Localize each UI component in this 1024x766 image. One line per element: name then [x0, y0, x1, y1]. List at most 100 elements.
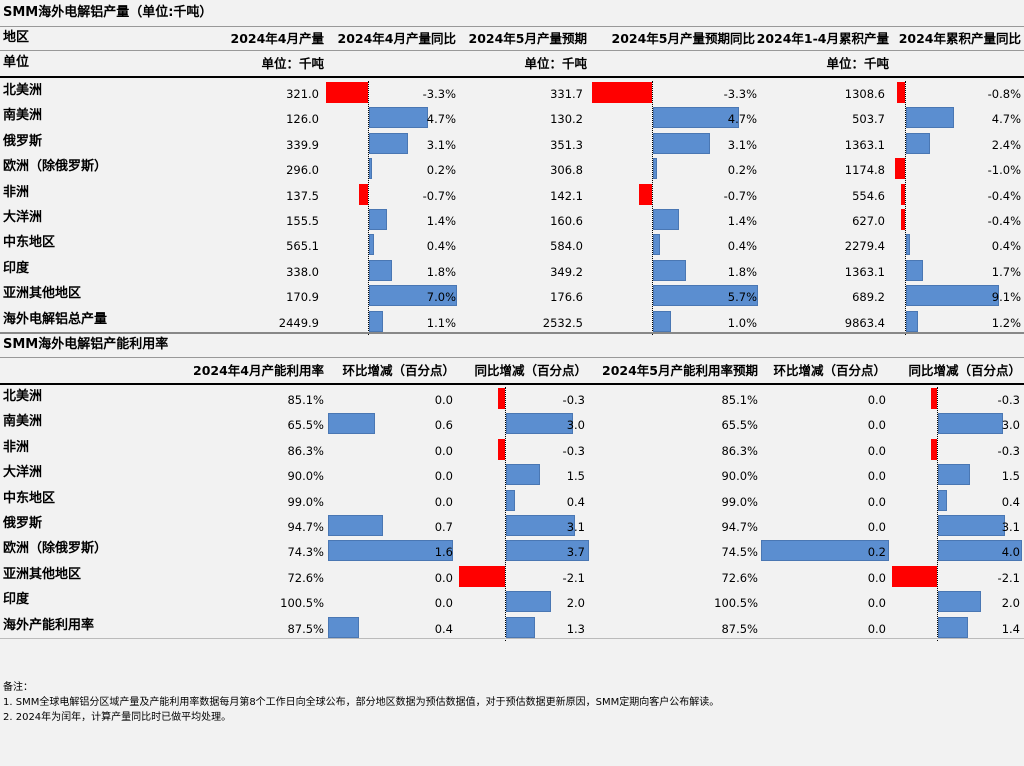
apr-yoy-bar: [459, 565, 505, 587]
note-1: 1. SMM全球电解铝分区域产量及产能利用率数据每月第8个工作日向全球公布，部分…: [3, 697, 720, 708]
may-mom: 0.0: [867, 520, 886, 534]
apr-yoy: 1.4%: [426, 214, 456, 228]
table-row: 北美洲 321.0 -3.3% 331.7 -3.3% 1308.6 -0.8%: [0, 81, 1024, 106]
region-label: 南美洲: [3, 414, 43, 430]
col-may-mom: 环比增减（百分点）: [773, 363, 886, 378]
may-forecast: 351.3: [550, 137, 583, 152]
may-forecast: 331.7: [550, 87, 583, 101]
col-may-yoy: 2024年5月产量预期同比: [611, 31, 756, 46]
may-util: 74.5%: [721, 545, 758, 560]
apr-yoy: -3.3%: [422, 87, 456, 101]
cum-yoy-bar: [900, 209, 905, 230]
may-yoy-axis: [937, 387, 938, 641]
col-may-yoy-pp: 同比增减（百分点）: [908, 363, 1021, 378]
cum-yoy: -0.4%: [987, 214, 1021, 228]
col-may-forecast: 2024年5月产量预期: [468, 31, 588, 46]
divider: [0, 26, 1024, 27]
col-cum-output: 2024年1-4月累积产量: [756, 31, 889, 46]
may-yoy-bar: [938, 540, 1022, 562]
may-yoy: 4.0: [1001, 545, 1020, 560]
apr-util: 100.5%: [280, 596, 324, 611]
apr-axis: [368, 81, 369, 335]
apr-util: 85.1%: [287, 393, 324, 407]
apr-util: 94.7%: [287, 520, 324, 534]
table-row: 亚洲其他地区 170.9 7.0% 176.6 5.7% 689.2 9.1%: [0, 284, 1024, 309]
table-row: 中东地区 565.1 0.4% 584.0 0.4% 2279.4 0.4%: [0, 233, 1024, 258]
may-yoy-bar: [930, 388, 937, 409]
table-row: 非洲 137.5 -0.7% 142.1 -0.7% 554.6 -0.4%: [0, 183, 1024, 208]
col-may-util: 2024年5月产能利用率预期: [602, 363, 758, 378]
apr-mom: 0.0: [434, 393, 453, 407]
cum-yoy: 0.4%: [991, 239, 1021, 254]
col-apr-output: 2024年4月产量: [230, 31, 325, 46]
cum-output: 1308.6: [844, 87, 885, 101]
apr-output: 565.1: [286, 239, 319, 254]
apr-util: 90.0%: [287, 469, 324, 484]
region-label: 海外产能利用率: [3, 617, 95, 633]
may-util: 90.0%: [721, 469, 758, 484]
apr-yoy-bar: [369, 259, 392, 281]
apr-mom-bar: [328, 515, 383, 536]
apr-yoy: 3.7: [566, 545, 585, 560]
apr-mom: 0.0: [434, 570, 453, 585]
may-util: 94.7%: [721, 520, 758, 534]
cum-yoy: 2.4%: [991, 137, 1021, 152]
may-yoy: 3.0: [1001, 418, 1020, 433]
region-header: 地区: [3, 30, 30, 45]
may-util: 65.5%: [721, 418, 758, 433]
may-mom: 0.0: [867, 443, 886, 458]
may-yoy: 4.7%: [727, 112, 757, 127]
unit-may: 单位：千吨: [524, 56, 587, 71]
apr-mom-bar: [328, 540, 453, 562]
apr-output: 137.5: [286, 188, 319, 203]
table-row: 亚洲其他地区 72.6% 0.0 -2.1 72.6% 0.0 -2.1: [0, 565, 1024, 590]
apr-yoy-bar: [369, 209, 387, 230]
cum-yoy: 1.2%: [991, 315, 1021, 330]
cum-axis: [905, 81, 906, 335]
region-label: 欧洲（除俄罗斯）: [3, 541, 108, 557]
apr-yoy: 1.1%: [426, 315, 456, 330]
apr-yoy: 3.1%: [426, 137, 456, 152]
apr-yoy-axis: [505, 387, 506, 641]
cum-yoy-bar: [900, 183, 905, 205]
apr-util: 99.0%: [287, 494, 324, 509]
may-yoy-bar: [639, 183, 652, 205]
may-mom: 0.0: [867, 621, 886, 636]
apr-yoy-bar: [506, 616, 536, 638]
unit-label: 单位: [3, 55, 30, 70]
apr-yoy-bar: [326, 82, 368, 103]
may-forecast: 130.2: [550, 112, 583, 127]
apr-yoy-bar: [369, 158, 372, 180]
may-yoy: 0.4%: [727, 239, 757, 254]
may-yoy-bar: [938, 464, 971, 486]
may-yoy: 3.1: [1001, 520, 1020, 534]
col-apr-util: 2024年4月产能利用率: [193, 363, 324, 378]
region-label: 印度: [3, 592, 30, 608]
may-yoy: -2.1: [997, 570, 1020, 585]
apr-yoy-bar: [369, 107, 429, 129]
apr-yoy: 7.0%: [426, 290, 456, 305]
cum-yoy-bar: [906, 132, 931, 154]
may-yoy: 1.8%: [727, 264, 757, 279]
unit-cum: 单位：千吨: [826, 56, 889, 71]
may-yoy: -0.7%: [723, 188, 757, 203]
cum-output: 1174.8: [844, 163, 885, 178]
may-forecast: 584.0: [550, 239, 583, 254]
cum-yoy-bar: [906, 310, 919, 332]
unit-apr: 单位：千吨: [261, 56, 324, 71]
cum-output: 689.2: [852, 290, 885, 305]
cum-yoy: -1.0%: [987, 163, 1021, 178]
may-axis: [652, 81, 653, 335]
may-util: 99.0%: [721, 494, 758, 509]
apr-output: 155.5: [286, 214, 319, 228]
apr-yoy: 0.2%: [426, 163, 456, 178]
cum-yoy: 9.1%: [991, 290, 1021, 305]
may-yoy-bar: [653, 285, 758, 307]
may-yoy: 1.0%: [727, 315, 757, 330]
region-label: 非洲: [3, 439, 30, 455]
apr-yoy-bar: [369, 234, 375, 256]
may-yoy-bar: [938, 413, 1003, 435]
table-row: 印度 100.5% 0.0 2.0 100.5% 0.0 2.0: [0, 590, 1024, 615]
may-util: 87.5%: [721, 621, 758, 636]
apr-util: 65.5%: [287, 418, 324, 433]
